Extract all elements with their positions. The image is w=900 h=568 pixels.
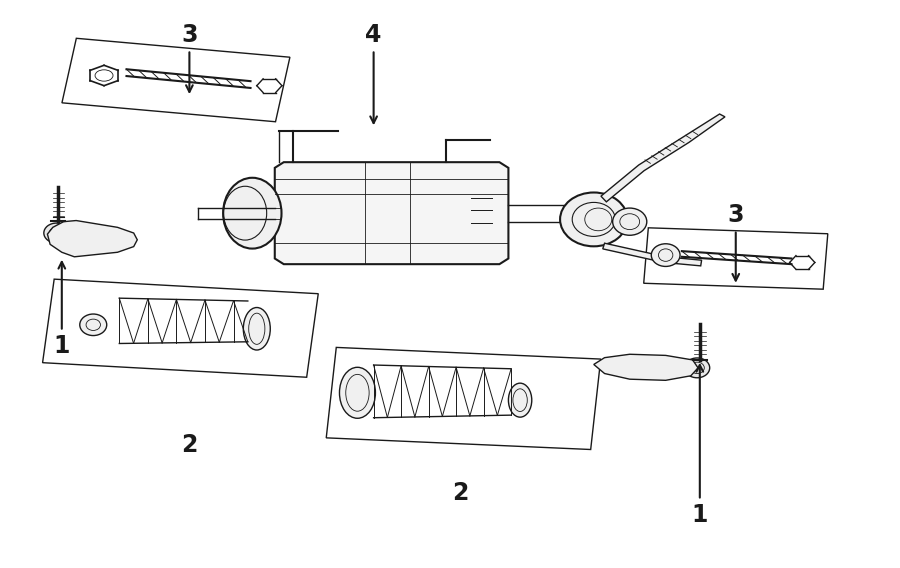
Polygon shape	[594, 354, 698, 381]
Ellipse shape	[508, 383, 532, 417]
Text: 1: 1	[54, 262, 70, 358]
Ellipse shape	[223, 178, 282, 249]
Ellipse shape	[339, 367, 375, 418]
Ellipse shape	[44, 223, 69, 243]
Ellipse shape	[685, 358, 710, 378]
Ellipse shape	[560, 193, 627, 247]
Ellipse shape	[243, 307, 270, 350]
Ellipse shape	[652, 244, 680, 266]
Text: 2: 2	[453, 481, 469, 504]
Polygon shape	[48, 220, 138, 257]
Polygon shape	[603, 243, 702, 266]
Text: 1: 1	[691, 365, 708, 527]
Text: 2: 2	[181, 433, 198, 457]
Polygon shape	[274, 162, 508, 264]
Polygon shape	[470, 195, 492, 232]
Ellipse shape	[80, 314, 107, 336]
Text: 3: 3	[727, 203, 744, 281]
Ellipse shape	[613, 208, 647, 235]
Text: 4: 4	[365, 23, 382, 123]
Text: 3: 3	[181, 23, 198, 92]
Polygon shape	[601, 114, 725, 202]
